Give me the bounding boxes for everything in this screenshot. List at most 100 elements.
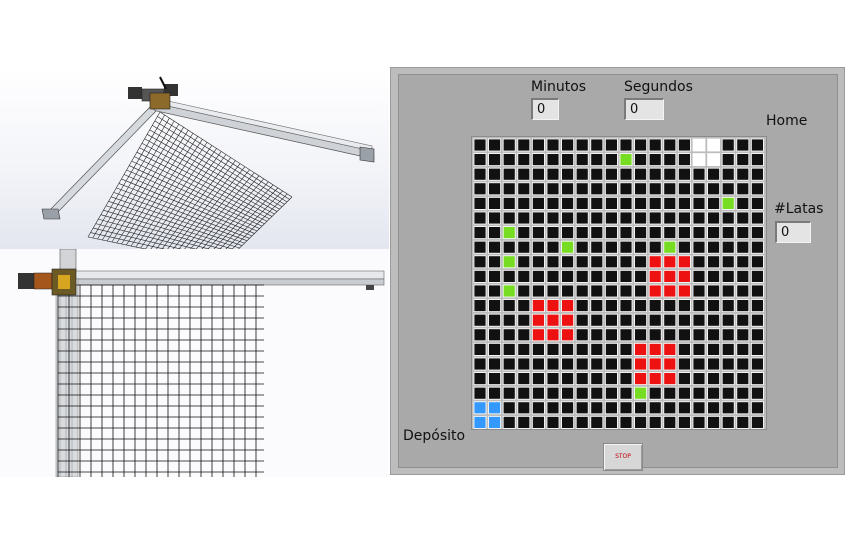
- empty-cell: [502, 211, 516, 225]
- empty-cell: [736, 386, 750, 400]
- empty-cell: [517, 153, 531, 167]
- empty-cell: [634, 299, 648, 313]
- empty-cell: [488, 240, 502, 254]
- empty-cell: [502, 299, 516, 313]
- empty-cell: [546, 211, 560, 225]
- empty-cell: [750, 401, 764, 415]
- empty-cell: [561, 182, 574, 196]
- empty-cell: [575, 182, 589, 196]
- obstacle-cell: [663, 342, 677, 356]
- gantry-isometric-image: [41, 76, 375, 249]
- obstacle-cell: [648, 357, 662, 371]
- empty-cell: [604, 342, 618, 356]
- empty-cell: [502, 372, 516, 386]
- empty-cell: [590, 211, 604, 225]
- empty-cell: [561, 401, 574, 415]
- empty-cell: [604, 299, 618, 313]
- empty-cell: [677, 197, 691, 210]
- empty-cell: [590, 372, 604, 386]
- empty-cell: [561, 269, 574, 283]
- empty-cell: [736, 153, 750, 167]
- empty-cell: [604, 269, 618, 283]
- empty-cell: [721, 284, 735, 298]
- empty-cell: [648, 138, 662, 152]
- empty-cell: [604, 211, 618, 225]
- empty-cell: [546, 401, 560, 415]
- deposit-cell: [473, 415, 487, 429]
- empty-cell: [488, 153, 502, 167]
- empty-cell: [648, 401, 662, 415]
- empty-cell: [575, 240, 589, 254]
- empty-cell: [707, 269, 721, 283]
- empty-cell: [663, 197, 677, 210]
- empty-cell: [648, 415, 662, 429]
- home-cell: [707, 138, 721, 152]
- empty-cell: [502, 342, 516, 356]
- empty-cell: [648, 226, 662, 239]
- empty-cell: [663, 167, 677, 181]
- empty-cell: [677, 357, 691, 371]
- empty-cell: [517, 401, 531, 415]
- empty-cell: [590, 226, 604, 239]
- empty-cell: [707, 328, 721, 342]
- empty-cell: [517, 240, 531, 254]
- empty-cell: [692, 299, 706, 313]
- empty-cell: [750, 226, 764, 239]
- cad-isometric-render: [0, 67, 389, 249]
- empty-cell: [677, 211, 691, 225]
- empty-cell: [634, 197, 648, 210]
- empty-cell: [561, 284, 574, 298]
- empty-cell: [648, 153, 662, 167]
- obstacle-cell: [561, 313, 574, 327]
- empty-cell: [575, 284, 589, 298]
- empty-cell: [473, 153, 487, 167]
- obstacle-cell: [546, 313, 560, 327]
- empty-cell: [721, 153, 735, 167]
- empty-cell: [619, 372, 633, 386]
- empty-cell: [692, 372, 706, 386]
- empty-cell: [575, 211, 589, 225]
- empty-cell: [488, 284, 502, 298]
- empty-cell: [677, 299, 691, 313]
- empty-cell: [590, 401, 604, 415]
- empty-cell: [517, 372, 531, 386]
- empty-cell: [619, 357, 633, 371]
- empty-cell: [517, 357, 531, 371]
- empty-cell: [663, 386, 677, 400]
- obstacle-cell: [663, 255, 677, 269]
- empty-cell: [488, 372, 502, 386]
- empty-cell: [692, 328, 706, 342]
- empty-cell: [604, 284, 618, 298]
- empty-cell: [473, 284, 487, 298]
- stop-button[interactable]: STOP: [603, 443, 643, 471]
- empty-cell: [488, 182, 502, 196]
- empty-cell: [502, 153, 516, 167]
- deposit-cell: [488, 401, 502, 415]
- empty-cell: [634, 255, 648, 269]
- empty-cell: [517, 167, 531, 181]
- deposito-label: Depósito: [403, 428, 466, 444]
- empty-cell: [473, 240, 487, 254]
- empty-cell: [736, 255, 750, 269]
- empty-cell: [677, 386, 691, 400]
- empty-cell: [721, 386, 735, 400]
- empty-cell: [736, 415, 750, 429]
- can-cell: [663, 240, 677, 254]
- empty-cell: [707, 357, 721, 371]
- empty-cell: [604, 240, 618, 254]
- empty-cell: [619, 313, 633, 327]
- empty-cell: [721, 211, 735, 225]
- empty-cell: [707, 386, 721, 400]
- empty-cell: [721, 328, 735, 342]
- home-label: Home: [766, 113, 808, 129]
- empty-cell: [619, 167, 633, 181]
- empty-cell: [532, 342, 545, 356]
- empty-cell: [575, 313, 589, 327]
- empty-cell: [619, 226, 633, 239]
- empty-cell: [502, 167, 516, 181]
- empty-cell: [736, 182, 750, 196]
- empty-cell: [590, 269, 604, 283]
- obstacle-cell: [663, 269, 677, 283]
- empty-cell: [721, 357, 735, 371]
- empty-cell: [634, 284, 648, 298]
